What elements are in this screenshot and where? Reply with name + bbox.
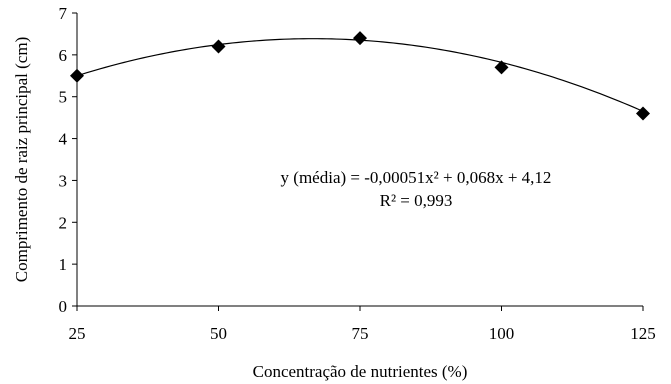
y-tick-label: 2 [59, 213, 68, 232]
data-point-diamond [211, 39, 226, 54]
x-axis-title: Concentração de nutrientes (%) [253, 362, 468, 381]
data-points [70, 31, 650, 121]
y-tick-label: 3 [59, 171, 68, 190]
x-tick-label: 125 [630, 324, 656, 343]
x-axis: 25 50 75 100 125 [69, 305, 656, 343]
data-point-diamond [636, 106, 650, 121]
y-ticks: 0 1 2 3 4 5 6 7 [59, 4, 77, 316]
x-tick-label: 100 [489, 324, 515, 343]
x-ticks: 25 50 75 100 125 [69, 306, 656, 343]
y-tick-label: 6 [59, 46, 68, 65]
data-point-diamond [353, 31, 367, 46]
y-axis-title: Comprimento de raiz principal (cm) [12, 37, 31, 282]
y-tick-label: 0 [59, 297, 68, 316]
y-tick-label: 1 [59, 255, 68, 274]
data-point-diamond [70, 68, 84, 83]
trendline [76, 38, 644, 112]
y-tick-label: 5 [59, 88, 68, 107]
data-point-diamond [494, 60, 509, 75]
r-squared-annotation: R² = 0,993 [380, 191, 453, 210]
x-tick-label: 25 [69, 324, 86, 343]
x-tick-label: 75 [352, 324, 369, 343]
x-tick-label: 50 [210, 324, 227, 343]
y-axis: 0 1 2 3 4 5 6 7 [59, 4, 78, 316]
equation-annotation: y (média) = -0,00051x² + 0,068x + 4,12 [281, 168, 552, 187]
y-tick-label: 7 [59, 4, 68, 23]
y-tick-label: 4 [59, 130, 68, 149]
